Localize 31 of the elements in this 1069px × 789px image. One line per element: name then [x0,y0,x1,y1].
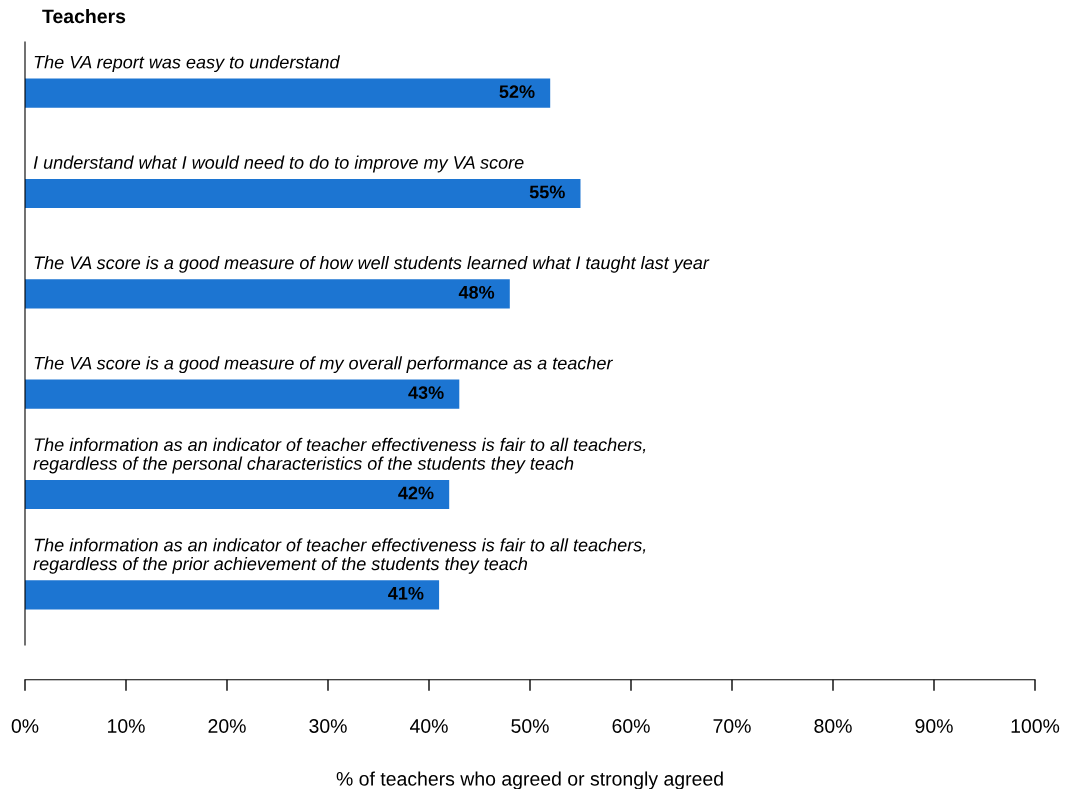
y-tick-label: The VA score is a good measure of my overall performance as a teacher [34,356,614,374]
y-tick-label: The VA report was easy to understand [34,55,340,73]
bar [25,78,551,108]
data-label: 41% [388,586,424,600]
bar [25,479,450,510]
bar [25,279,510,309]
x-tick-label: 80% [814,719,852,733]
y-tick-label: The information as an indicator of teacher effectiveness is fair to all teachers, regardless of the personal characteristics of the students they teach [33,437,646,474]
data-label: 42% [398,486,434,500]
bar [25,580,440,610]
x-tick-label: 100% [1011,719,1060,733]
chart-title: Teachers [42,8,126,24]
bar [25,178,581,209]
x-axis-title: % of teachers who agreed or strongly agreed [336,771,723,789]
x-tick-label: 30% [309,719,347,733]
y-tick-label: I understand what I would need to do to improve my VA score [33,155,524,173]
x-tick-label: 60% [612,719,650,733]
x-tick-label: 40% [409,719,448,733]
x-tick-label: 90% [915,719,953,733]
data-label: 55% [529,185,565,199]
x-tick-label: 0% [11,719,39,733]
data-label: 52% [499,85,535,99]
data-label: 43% [408,386,444,400]
y-tick-label: The VA score is a good measure of how well students learned what I taught last year [34,255,710,273]
y-tick-label: The information as an indicator of teacher effectiveness is fair to all teachers, regardless of the prior achievement of the students they teach [33,538,646,574]
x-tick-label: 20% [208,719,246,733]
x-tick-label: 70% [713,719,751,733]
data-label: 48% [458,285,495,299]
x-tick-label: 50% [511,719,549,733]
x-tick-label: 10% [108,719,145,733]
bar [25,379,460,409]
